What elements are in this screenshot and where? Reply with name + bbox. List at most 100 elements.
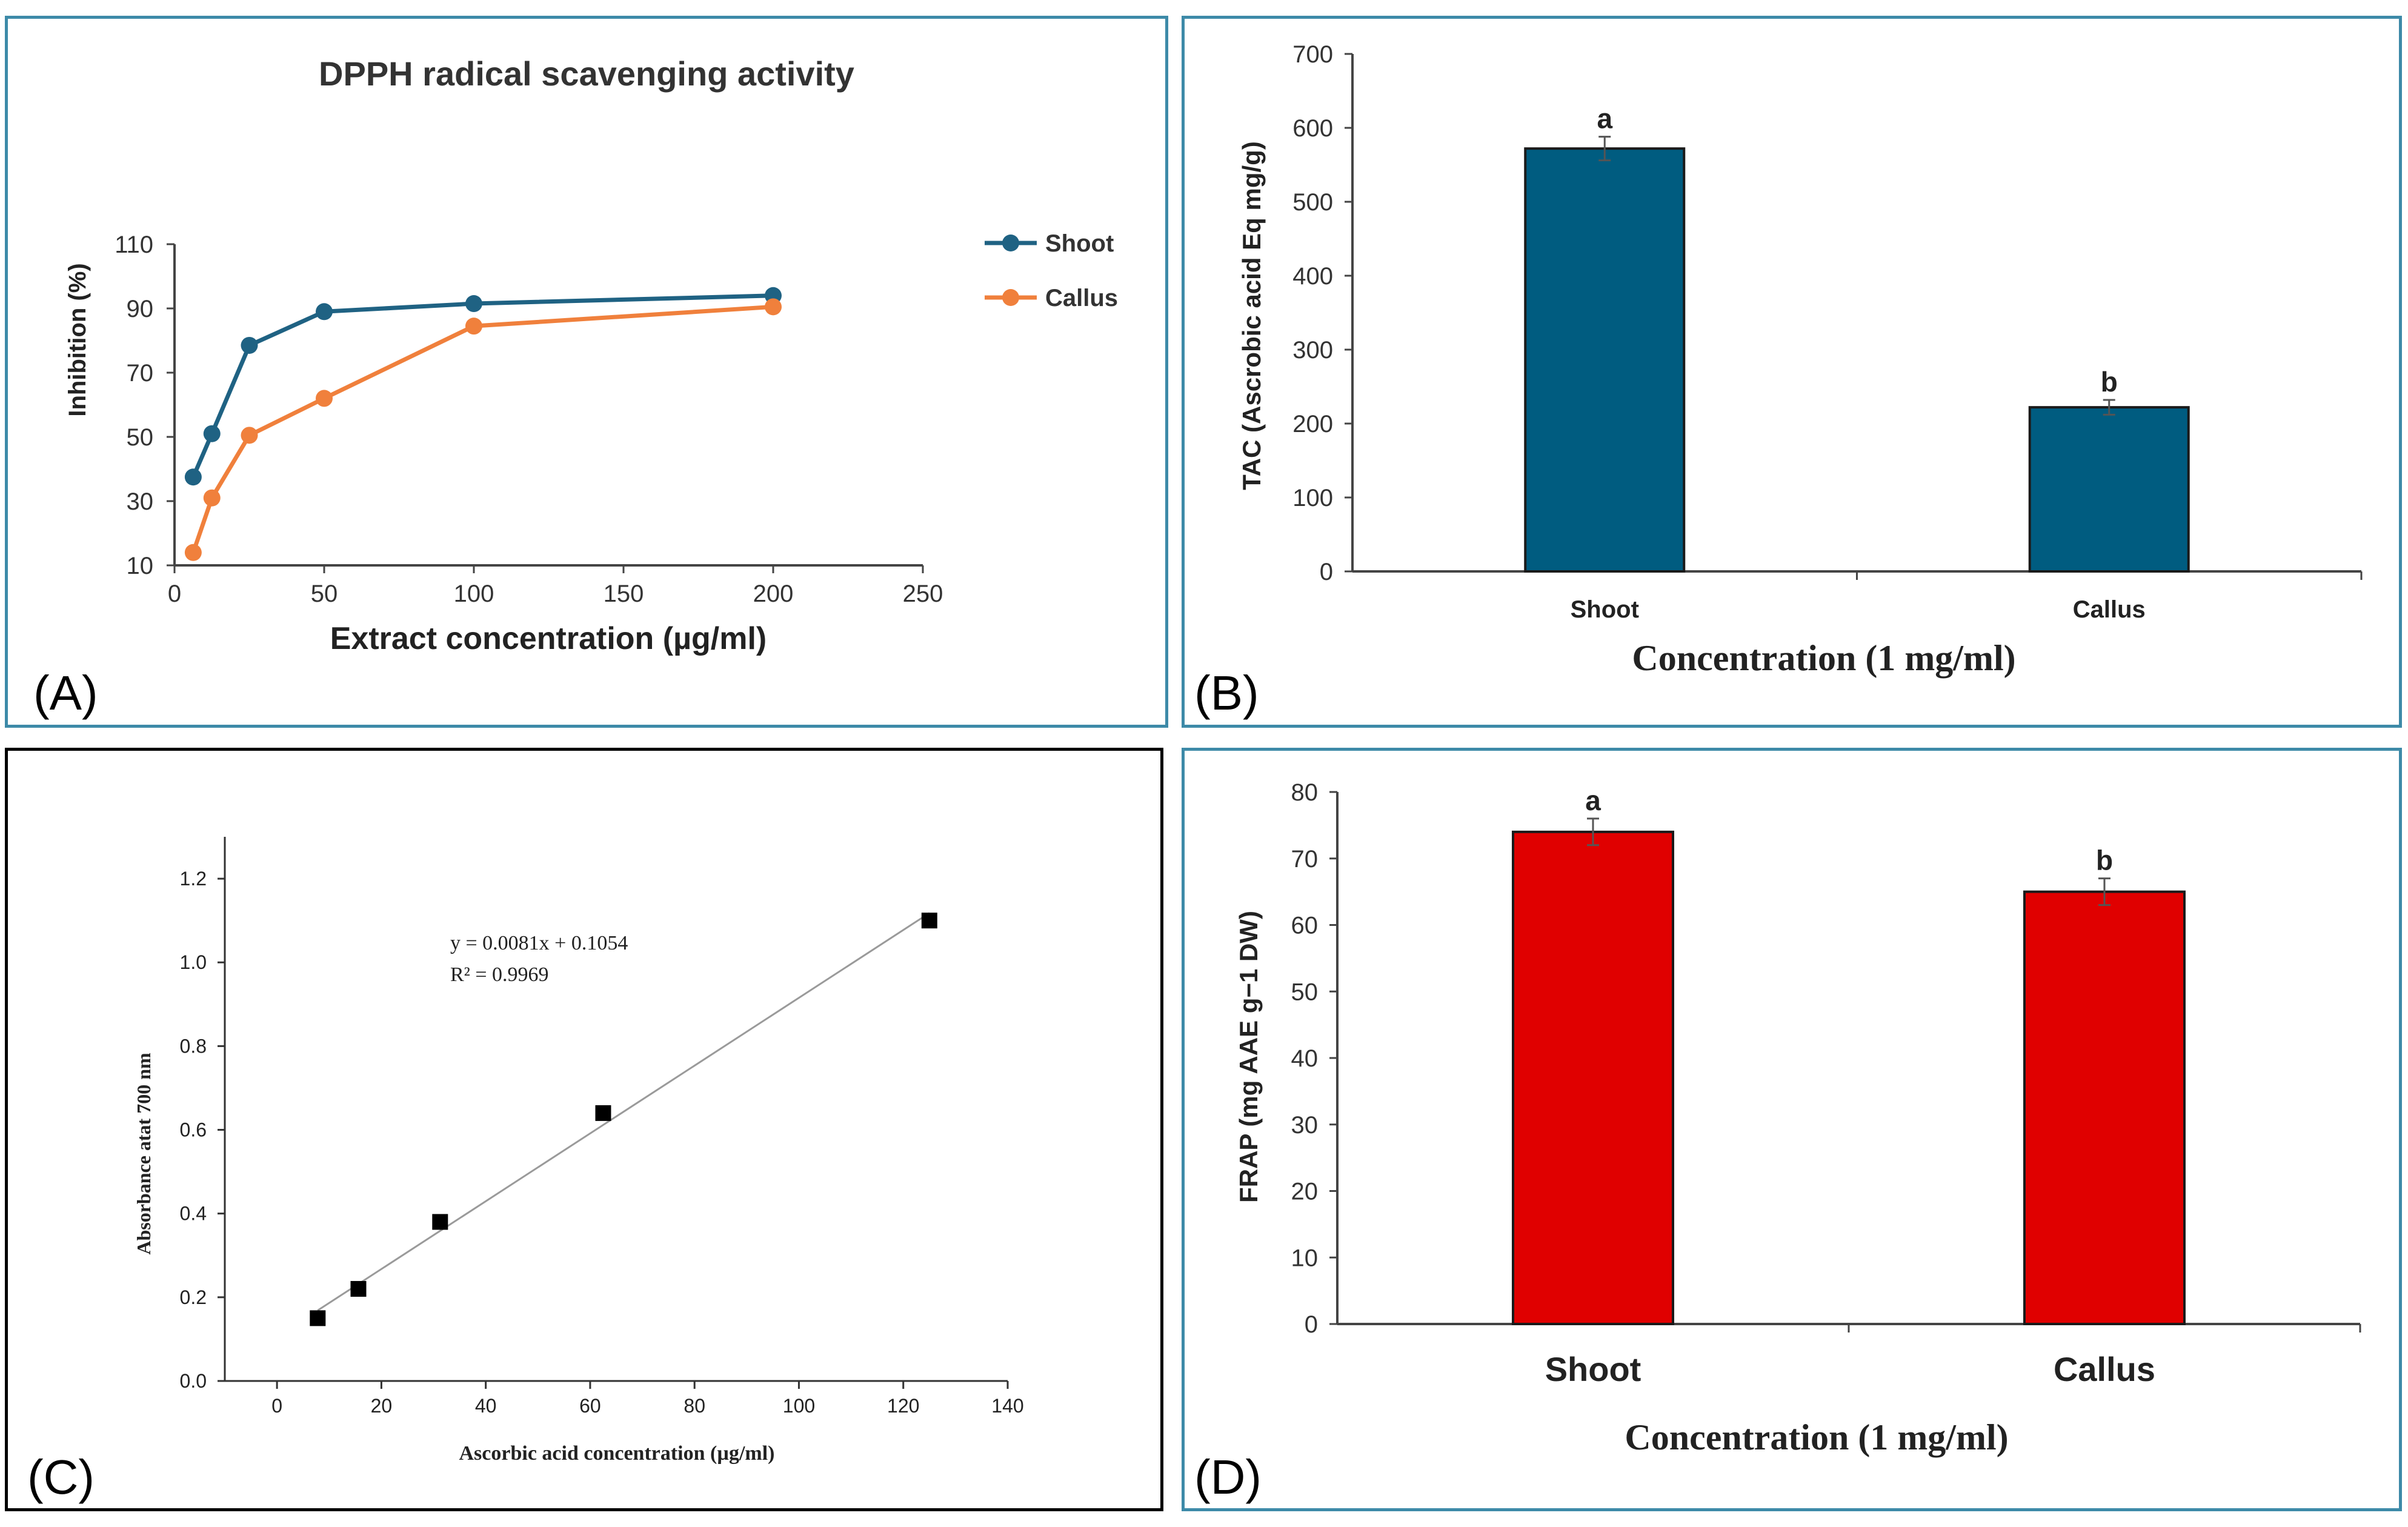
panel-b-label: (B) (1194, 666, 1259, 720)
chart-a-point-shoot (241, 336, 258, 354)
chart-a-point-shoot (465, 295, 482, 313)
chart-d-x-label: Concentration (1 mg/ml) (1625, 1417, 2008, 1457)
chart-a-y-label: Inhibition (%) (64, 263, 91, 416)
chart-a-ytick-label: 50 (127, 424, 154, 451)
panel-d: 0 10 20 30 40 50 60 70 80 a Shoot b Callus FRAP (mg… (1182, 748, 2402, 1511)
chart-b-ytick-label: 300 (1292, 337, 1333, 364)
chart-c-xtick-label: 120 (887, 1395, 919, 1417)
panel-a: DPPH radical scavenging activity 10 30 50 7… (5, 16, 1168, 728)
chart-c-xtick-label: 100 (783, 1395, 815, 1417)
chart-d-bar-callus (2023, 890, 2186, 1325)
panel-d-label: (D) (1194, 1450, 1262, 1504)
panel-b: 0 100 200 300 400 500 600 700 a Shoot b Callus TAC… (1182, 16, 2402, 728)
chart-d-ytick-label: 50 (1291, 979, 1319, 1005)
panel-d-svg: 0 10 20 30 40 50 60 70 80 a Shoot b Callus FRAP (mg… (1194, 779, 2361, 1504)
chart-a-point-shoot (203, 425, 221, 442)
chart-c-equation: y = 0.0081x + 0.1054 (450, 932, 628, 954)
chart-d-ytick-label: 30 (1291, 1112, 1319, 1139)
chart-d-ytick-label: 40 (1291, 1045, 1319, 1072)
chart-c-xtick-label: 60 (579, 1395, 601, 1417)
chart-c-xtick-label: 140 (991, 1395, 1023, 1417)
chart-a-ytick-label: 10 (127, 553, 154, 579)
chart-c-ytick-label: 1.0 (180, 951, 207, 973)
chart-d-category-label: Callus (2054, 1350, 2155, 1388)
chart-a-x-label: Extract concentration (µg/ml) (330, 621, 767, 656)
legend-callus-label: Callus (1045, 285, 1118, 311)
chart-b-significance-letter: b (2101, 366, 2118, 398)
chart-b-category-label: Callus (2073, 596, 2146, 623)
chart-a-xtick-label: 0 (168, 581, 181, 607)
chart-d-significance-letter: b (2096, 845, 2113, 876)
chart-d-ytick-label: 10 (1291, 1245, 1319, 1271)
chart-c-xtick-label: 0 (271, 1395, 282, 1417)
chart-a-point-callus (465, 318, 482, 335)
legend-shoot-label: Shoot (1045, 230, 1114, 257)
panel-a-svg: DPPH radical scavenging activity 10 30 50 7… (33, 55, 1118, 720)
chart-a-xtick-label: 150 (604, 581, 644, 607)
chart-a-xtick-label: 250 (903, 581, 943, 607)
chart-a-point-callus (241, 427, 258, 444)
chart-c-y-label: Absorbance atat 700 nm (133, 1053, 155, 1255)
chart-d-category-label: Shoot (1545, 1350, 1641, 1388)
panel-b-svg: 0 100 200 300 400 500 600 700 a Shoot b Callus TAC… (1194, 41, 2363, 720)
chart-c-xtick-label: 40 (475, 1395, 497, 1417)
legend-shoot-marker (1002, 235, 1019, 251)
chart-c-point (310, 1310, 326, 1326)
chart-a-legend: Shoot Callus (985, 230, 1118, 311)
chart-b-bar-callus (2028, 406, 2190, 573)
chart-c-ytick-label: 0.2 (180, 1286, 207, 1308)
chart-c-ytick-label: 1.2 (180, 868, 207, 890)
chart-b-ytick-label: 0 (1320, 559, 1333, 585)
chart-d-bar-shoot (1512, 830, 1674, 1326)
chart-a-point-shoot (184, 468, 202, 486)
panel-a-label: (A) (33, 666, 98, 720)
chart-c-ytick-label: 0.0 (180, 1370, 207, 1392)
panel-c-label: (C) (27, 1450, 95, 1504)
chart-b-ytick-label: 700 (1292, 41, 1333, 68)
chart-c-xtick-label: 80 (683, 1395, 705, 1417)
chart-b-ytick-label: 200 (1292, 411, 1333, 437)
chart-a-ytick-label: 30 (127, 488, 154, 515)
chart-a-ytick-label: 90 (127, 296, 154, 322)
chart-d-y-label: FRAP (mg AAE g−1 DW) (1234, 911, 1263, 1203)
chart-d-ytick-label: 60 (1291, 913, 1319, 939)
chart-c-r-squared: R² = 0.9969 (450, 963, 549, 986)
legend-callus-marker (1002, 289, 1019, 306)
chart-b-category-label: Shoot (1571, 596, 1639, 623)
chart-c-xtick-label: 20 (371, 1395, 393, 1417)
chart-a-point-callus (184, 544, 202, 561)
chart-a-point-callus (765, 298, 782, 316)
chart-a-line-callus (191, 304, 774, 553)
chart-a-point-callus (316, 390, 333, 407)
chart-a-ytick-label: 70 (127, 360, 154, 387)
chart-b-ytick-label: 100 (1292, 485, 1333, 511)
chart-c-point (432, 1214, 448, 1230)
chart-a-title: DPPH radical scavenging activity (319, 55, 854, 93)
chart-c-ytick-label: 0.8 (180, 1035, 207, 1057)
chart-d-ytick-label: 70 (1291, 846, 1319, 873)
chart-b-x-label: Concentration (1 mg/ml) (1632, 638, 2015, 678)
chart-a-point-callus (203, 489, 221, 507)
chart-c-x-label: Ascorbic acid concentration (µg/ml) (459, 1442, 775, 1465)
chart-c-trendline (317, 912, 930, 1311)
chart-b-bar-shoot (1524, 147, 1686, 573)
chart-c-point (350, 1281, 367, 1297)
panel-c-svg: 0.0 0.2 0.4 0.6 0.8 1.0 1.2 0 20 40 60 80 100 120 140… (27, 837, 1024, 1504)
chart-a-line-shoot (191, 293, 774, 478)
chart-d-ytick-label: 80 (1291, 779, 1319, 806)
chart-b-ytick-label: 400 (1292, 263, 1333, 290)
chart-c-ytick-label: 0.4 (180, 1203, 207, 1225)
chart-b-y-label: TAC (Ascrobic acid Eq mg/g) (1237, 141, 1266, 490)
chart-a-xtick-label: 200 (753, 581, 794, 607)
chart-b-ytick-label: 600 (1292, 115, 1333, 142)
chart-b-significance-letter: a (1597, 103, 1612, 135)
chart-c-point (921, 913, 937, 929)
chart-a-xtick-label: 50 (311, 581, 338, 607)
panel-c: 0.0 0.2 0.4 0.6 0.8 1.0 1.2 0 20 40 60 80 100 120 140… (5, 748, 1163, 1511)
chart-c-point (595, 1105, 611, 1121)
chart-d-ytick-label: 0 (1305, 1311, 1318, 1338)
chart-d-significance-letter: a (1585, 785, 1601, 816)
chart-b-ytick-label: 500 (1292, 189, 1333, 216)
chart-d-ytick-label: 20 (1291, 1179, 1319, 1205)
chart-a-ytick-label: 110 (115, 231, 153, 258)
